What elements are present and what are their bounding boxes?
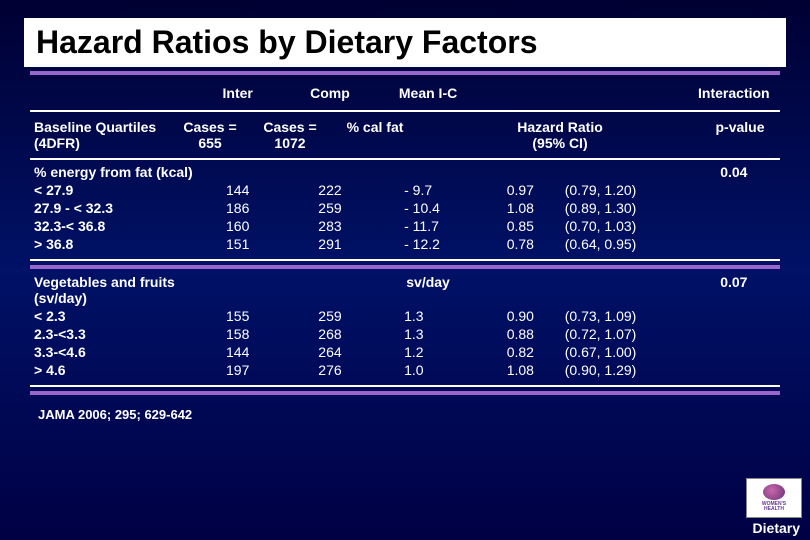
mean-value: - 9.7	[376, 181, 480, 199]
ci-value: (0.89, 1.30)	[561, 199, 688, 217]
hdr-comp: Comp	[284, 79, 376, 107]
logo-text-b: HEALTH	[764, 507, 784, 512]
citation: JAMA 2006; 295; 629-642	[30, 407, 780, 422]
ci-value: (0.79, 1.20)	[561, 181, 688, 199]
table-row: 3.3-<4.61442641.20.82(0.67, 1.00)	[30, 343, 780, 361]
header-row-2: Baseline Quartiles (4DFR) Cases = 655 Ca…	[30, 115, 780, 155]
hr-value: 0.85	[480, 217, 561, 235]
inter-value: 151	[192, 235, 284, 253]
comp-value: 276	[284, 361, 376, 379]
hr-value: 1.08	[480, 361, 561, 379]
comp-value: 259	[284, 307, 376, 325]
hdr-cases2-a: Cases =	[254, 119, 326, 135]
inter-value: 186	[192, 199, 284, 217]
section2-label-a: Vegetables and fruits	[34, 274, 188, 290]
divider-white	[30, 110, 780, 112]
quartile-label: 27.9 - < 32.3	[30, 199, 192, 217]
ci-value: (0.90, 1.29)	[561, 361, 688, 379]
table-row: > 36.8151291- 12.20.78(0.64, 0.95)	[30, 235, 780, 253]
section2-pvalue: 0.07	[688, 273, 780, 307]
section2-header-row: Vegetables and fruits (sv/day) sv/day 0.…	[30, 273, 780, 307]
quartile-label: 2.3-<3.3	[30, 325, 192, 343]
table-row: < 27.9144222- 9.70.97(0.79, 1.20)	[30, 181, 780, 199]
slide-title: Hazard Ratios by Dietary Factors	[24, 18, 786, 67]
ci-value: (0.67, 1.00)	[561, 343, 688, 361]
comp-value: 268	[284, 325, 376, 343]
quartile-label: 32.3-< 36.8	[30, 217, 192, 235]
hr-value: 0.78	[480, 235, 561, 253]
inter-value: 160	[192, 217, 284, 235]
ci-value: (0.73, 1.09)	[561, 307, 688, 325]
inter-value: 144	[192, 181, 284, 199]
comp-value: 264	[284, 343, 376, 361]
comp-value: 291	[284, 235, 376, 253]
hdr-hr-b: (95% CI)	[424, 135, 696, 151]
section1-header-row: % energy from fat (kcal) 0.04	[30, 163, 780, 181]
divider-purple	[30, 265, 780, 269]
section2-unit: sv/day	[376, 273, 480, 307]
ci-value: (0.70, 1.03)	[561, 217, 688, 235]
hdr-inter: Inter	[192, 79, 284, 107]
inter-value: 158	[192, 325, 284, 343]
section2-label-b: (sv/day)	[34, 290, 188, 306]
comp-value: 283	[284, 217, 376, 235]
logo-icon	[763, 484, 785, 500]
hdr-cases1-a: Cases =	[174, 119, 246, 135]
data-table-2: Baseline Quartiles (4DFR) Cases = 655 Ca…	[30, 115, 780, 155]
comp-value: 222	[284, 181, 376, 199]
divider-purple	[30, 391, 780, 395]
ci-value: (0.64, 0.95)	[561, 235, 688, 253]
hdr-calfat: % cal fat	[330, 115, 420, 155]
mean-value: - 12.2	[376, 235, 480, 253]
table-row: 32.3-< 36.8160283- 11.70.85(0.70, 1.03)	[30, 217, 780, 235]
quartile-label: > 36.8	[30, 235, 192, 253]
divider-purple	[30, 71, 780, 75]
quartile-label: < 2.3	[30, 307, 192, 325]
footer-tag: Dietary	[753, 520, 800, 536]
table-row: 2.3-<3.31582681.30.88(0.72, 1.07)	[30, 325, 780, 343]
divider-white	[30, 158, 780, 160]
hdr-cases2-b: 1072	[254, 135, 326, 151]
mean-value: 1.3	[376, 307, 480, 325]
section1-table: % energy from fat (kcal) 0.04 < 27.91442…	[30, 163, 780, 253]
logo-badge: WOMEN'S HEALTH	[746, 478, 802, 518]
hdr-mean: Mean I-C	[376, 79, 480, 107]
hdr-hr-a: Hazard Ratio	[424, 119, 696, 135]
inter-value: 144	[192, 343, 284, 361]
comp-value: 259	[284, 199, 376, 217]
mean-value: - 10.4	[376, 199, 480, 217]
hr-value: 0.82	[480, 343, 561, 361]
mean-value: 1.3	[376, 325, 480, 343]
hr-value: 0.97	[480, 181, 561, 199]
header-row-1: Inter Comp Mean I-C Interaction	[30, 79, 780, 107]
ci-value: (0.72, 1.07)	[561, 325, 688, 343]
table-row: > 4.61972761.01.08(0.90, 1.29)	[30, 361, 780, 379]
section2-table: Vegetables and fruits (sv/day) sv/day 0.…	[30, 273, 780, 379]
mean-value: 1.0	[376, 361, 480, 379]
divider-white	[30, 385, 780, 387]
hr-value: 0.90	[480, 307, 561, 325]
divider-white	[30, 259, 780, 261]
section1-label: % energy from fat (kcal)	[30, 163, 376, 181]
hr-value: 0.88	[480, 325, 561, 343]
table-row: < 2.31552591.30.90(0.73, 1.09)	[30, 307, 780, 325]
data-table: Inter Comp Mean I-C Interaction	[30, 79, 780, 107]
mean-value: - 11.7	[376, 217, 480, 235]
mean-value: 1.2	[376, 343, 480, 361]
inter-value: 155	[192, 307, 284, 325]
table-row: 27.9 - < 32.3186259- 10.41.08(0.89, 1.30…	[30, 199, 780, 217]
hdr-baseline-b: (4DFR)	[34, 135, 166, 151]
quartile-label: < 27.9	[30, 181, 192, 199]
hr-value: 1.08	[480, 199, 561, 217]
hdr-interaction: Interaction	[688, 79, 780, 107]
hdr-baseline-a: Baseline Quartiles	[34, 119, 166, 135]
quartile-label: 3.3-<4.6	[30, 343, 192, 361]
inter-value: 197	[192, 361, 284, 379]
quartile-label: > 4.6	[30, 361, 192, 379]
section1-pvalue: 0.04	[688, 163, 780, 181]
hdr-cases1-b: 655	[174, 135, 246, 151]
hdr-pvalue: p-value	[700, 115, 780, 155]
